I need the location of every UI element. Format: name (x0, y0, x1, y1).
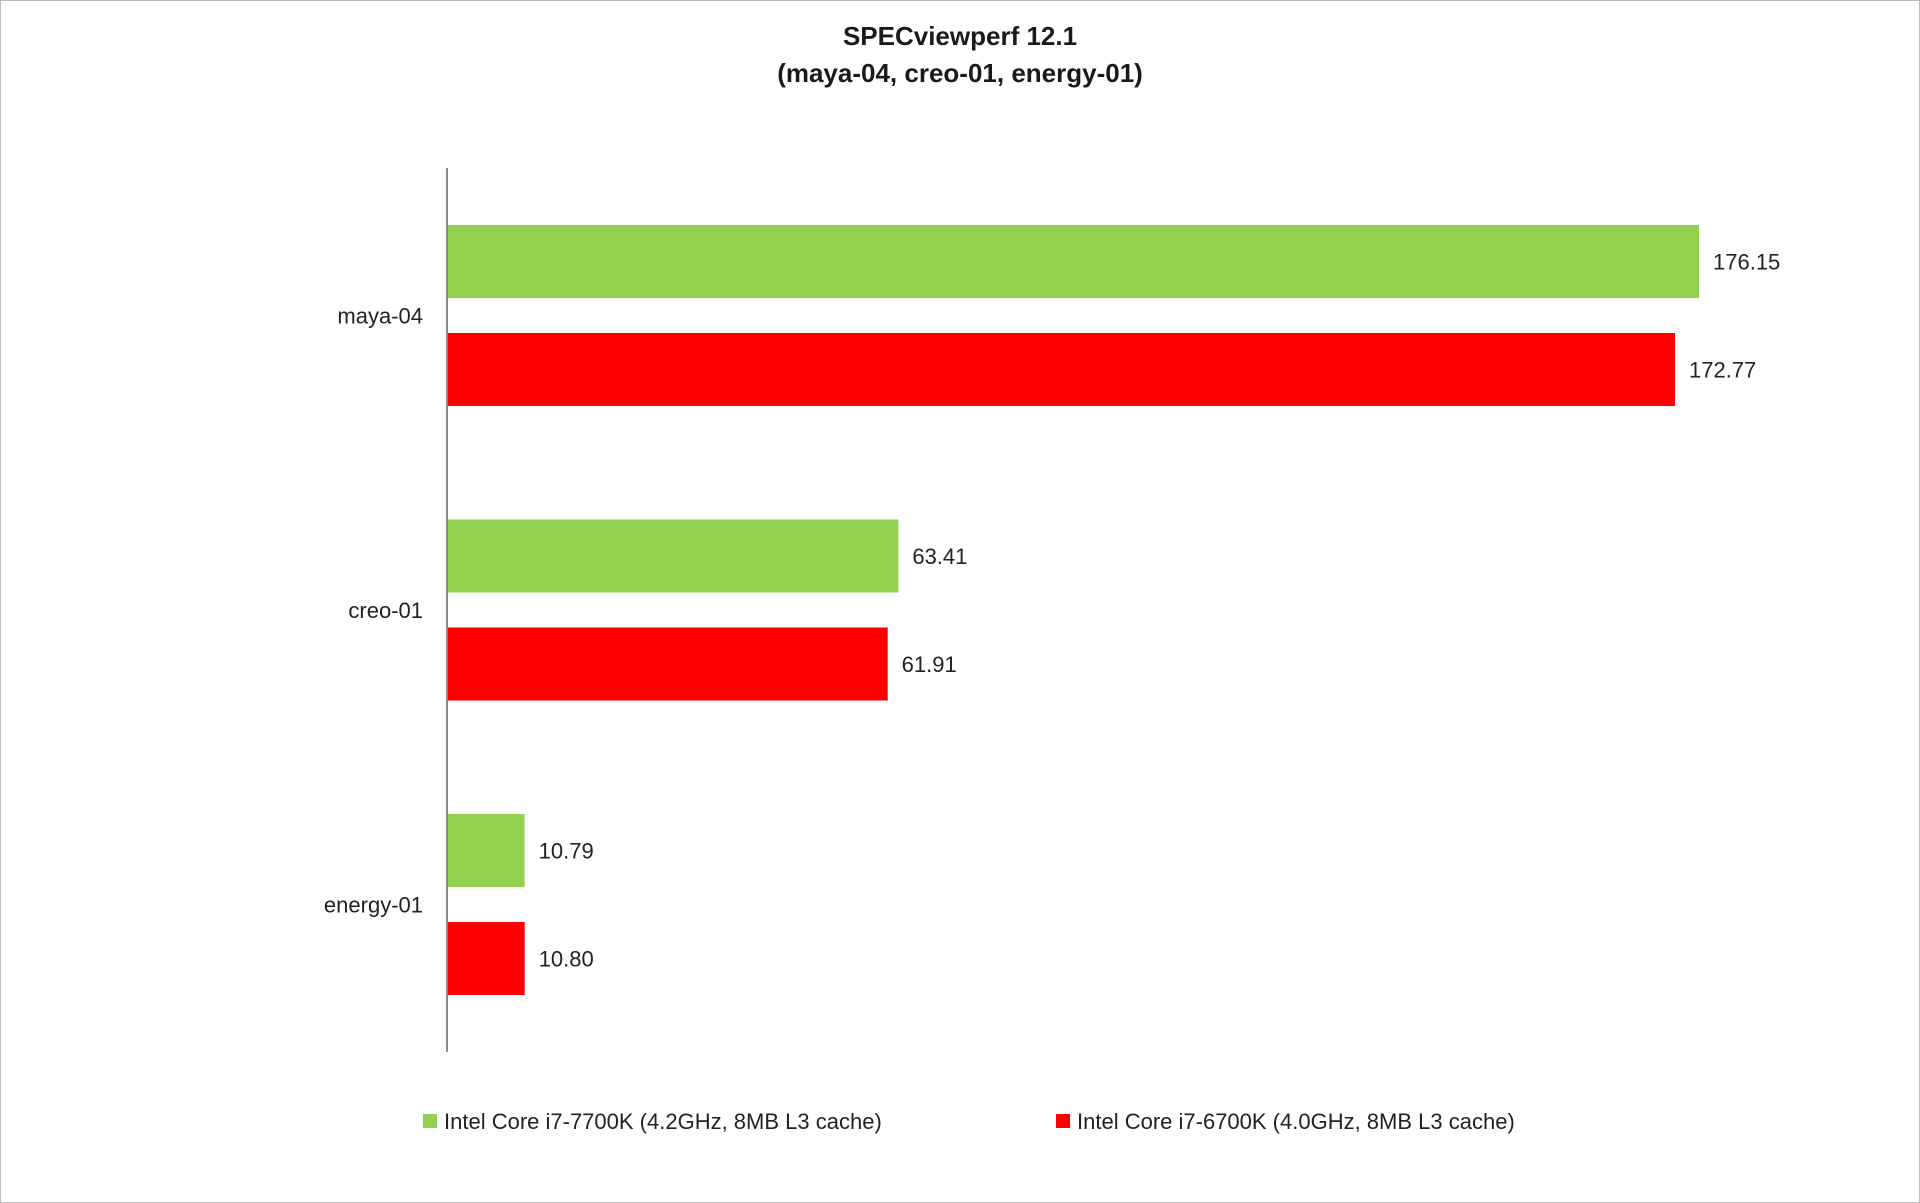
legend-swatch-series-0 (423, 1114, 437, 1128)
value-label-maya-04-series-1: 172.77 (1689, 358, 1756, 383)
value-label-maya-04-series-0: 176.15 (1713, 250, 1780, 275)
bars-group: maya-04 176.15 172.77 creo-01 63.41 61.91 ener… (324, 225, 1780, 995)
bar-energy-01-series-1 (448, 922, 525, 995)
legend: Intel Core i7-7700K (4.2GHz, 8MB L3 cach… (423, 1109, 1515, 1134)
bar-creo-01-series-0 (448, 519, 899, 593)
bar-creo-01-series-1 (448, 627, 888, 701)
value-label-energy-01-series-0: 10.79 (539, 839, 594, 864)
category-label-maya-04: maya-04 (337, 304, 423, 329)
bar-maya-04-series-0 (448, 225, 1699, 298)
legend-label-series-0: Intel Core i7-7700K (4.2GHz, 8MB L3 cach… (444, 1109, 882, 1134)
category-label-energy-01: energy-01 (324, 893, 423, 918)
value-label-energy-01-series-1: 10.80 (539, 947, 594, 972)
bar-maya-04-series-1 (448, 333, 1675, 406)
value-label-creo-01-series-0: 63.41 (912, 544, 967, 569)
chart-title: SPECviewperf 12.1 (843, 21, 1077, 51)
value-label-creo-01-series-1: 61.91 (902, 652, 957, 677)
legend-swatch-series-1 (1056, 1114, 1070, 1128)
bar-energy-01-series-0 (448, 814, 525, 887)
chart-subtitle: (maya-04, creo-01, energy-01) (777, 58, 1143, 88)
category-label-creo-01: creo-01 (348, 598, 423, 623)
legend-label-series-1: Intel Core i7-6700K (4.0GHz, 8MB L3 cach… (1077, 1109, 1515, 1134)
